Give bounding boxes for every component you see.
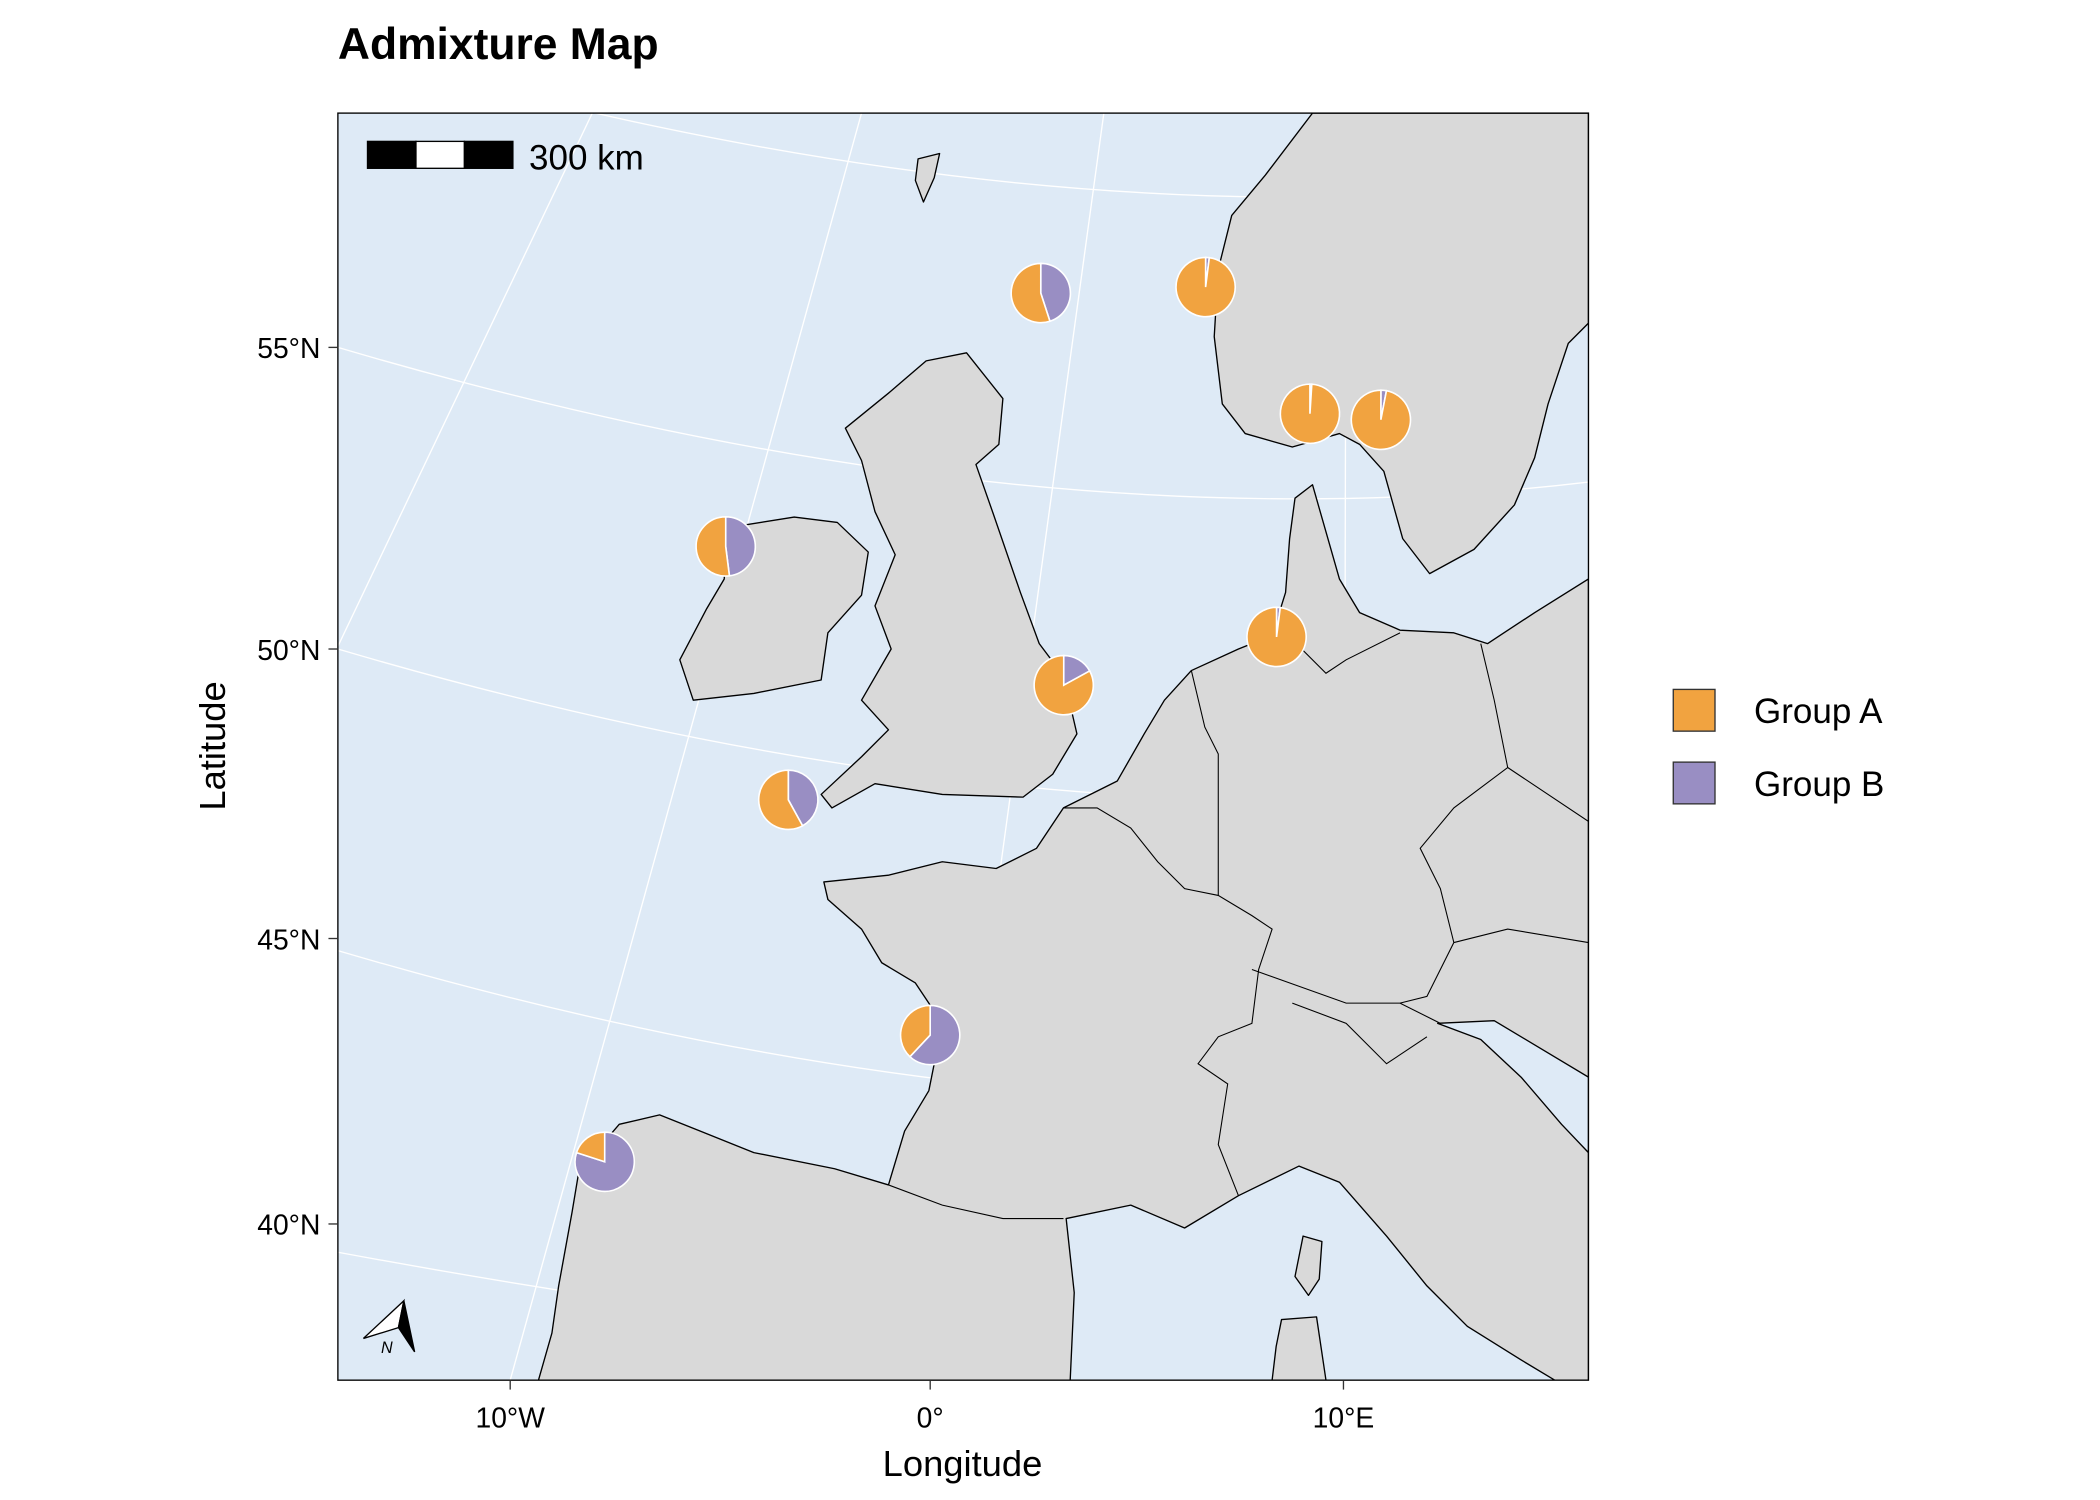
axis-ticks: 10°W 0° 10°E 55°N 50°N 45°N 40°N [257, 332, 1374, 1433]
scale-bar-label: 300 km [529, 139, 644, 178]
y-tick-label: 45°N [257, 923, 320, 955]
north-arrow-label: N [381, 1339, 393, 1357]
map-panel [337, 113, 1589, 1381]
site-pie [1033, 654, 1095, 716]
pie-wedge-group-a [1279, 383, 1341, 445]
pie-wedge-group-a [757, 769, 804, 831]
pie-wedge-group-a [1175, 256, 1236, 318]
pie-wedge-group-b [724, 516, 757, 577]
site-pie [899, 1004, 961, 1066]
graticule-meridian [509, 113, 863, 1381]
land-shetland [914, 152, 941, 203]
north-arrow-icon: N [363, 1298, 416, 1357]
pie-wedge-group-b [574, 1131, 636, 1193]
site-pie [1350, 389, 1412, 451]
site-pie [757, 769, 819, 831]
scale-bar: 300 km [366, 139, 644, 178]
pie-wedge-group-a [899, 1004, 932, 1058]
x-axis-title: Longitude [883, 1443, 1043, 1484]
pie-wedge-group-a [695, 516, 731, 577]
legend-label-group-a: Group A [1754, 692, 1883, 731]
y-tick-label: 55°N [257, 332, 320, 364]
pie-wedge-group-a [575, 1131, 606, 1163]
land-great-britain [820, 352, 1078, 809]
chart-title: Admixture Map [338, 20, 659, 69]
legend-label-group-b: Group B [1754, 765, 1884, 804]
country-borders [888, 632, 1589, 1220]
pie-wedge-group-a [1010, 262, 1051, 324]
legend-swatch-group-a [1672, 688, 1716, 732]
legend-swatch-group-b [1672, 761, 1716, 805]
site-pie [1010, 262, 1072, 324]
pie-wedge-group-a [1350, 389, 1412, 451]
pie-wedge-group-a [1033, 654, 1095, 716]
land-sardinia [1271, 1316, 1327, 1381]
x-tick-label: 10°E [1313, 1401, 1375, 1433]
pie-wedge-group-a [1246, 606, 1307, 668]
y-tick-label: 50°N [257, 634, 320, 666]
land-continent [537, 484, 1589, 1381]
x-tick-label: 0° [917, 1401, 944, 1433]
site-pie [1279, 383, 1341, 445]
site-pie [1246, 606, 1307, 668]
legend: Group A Group B [1672, 688, 1884, 805]
panel-border [337, 112, 1590, 1381]
y-tick-label: 40°N [257, 1209, 320, 1241]
land-corsica [1294, 1235, 1323, 1297]
graticule-meridian [337, 113, 593, 647]
site-pie [1175, 256, 1236, 318]
x-tick-label: 10°W [475, 1401, 545, 1433]
site-pie [574, 1131, 636, 1193]
y-axis-title: Latitude [192, 681, 233, 810]
site-pie [695, 516, 757, 577]
sea-adriatic [1437, 1019, 1589, 1154]
admixture-pies [574, 256, 1412, 1193]
pie-wedge-group-b [1039, 262, 1072, 323]
pie-wedge-group-b [908, 1004, 961, 1066]
